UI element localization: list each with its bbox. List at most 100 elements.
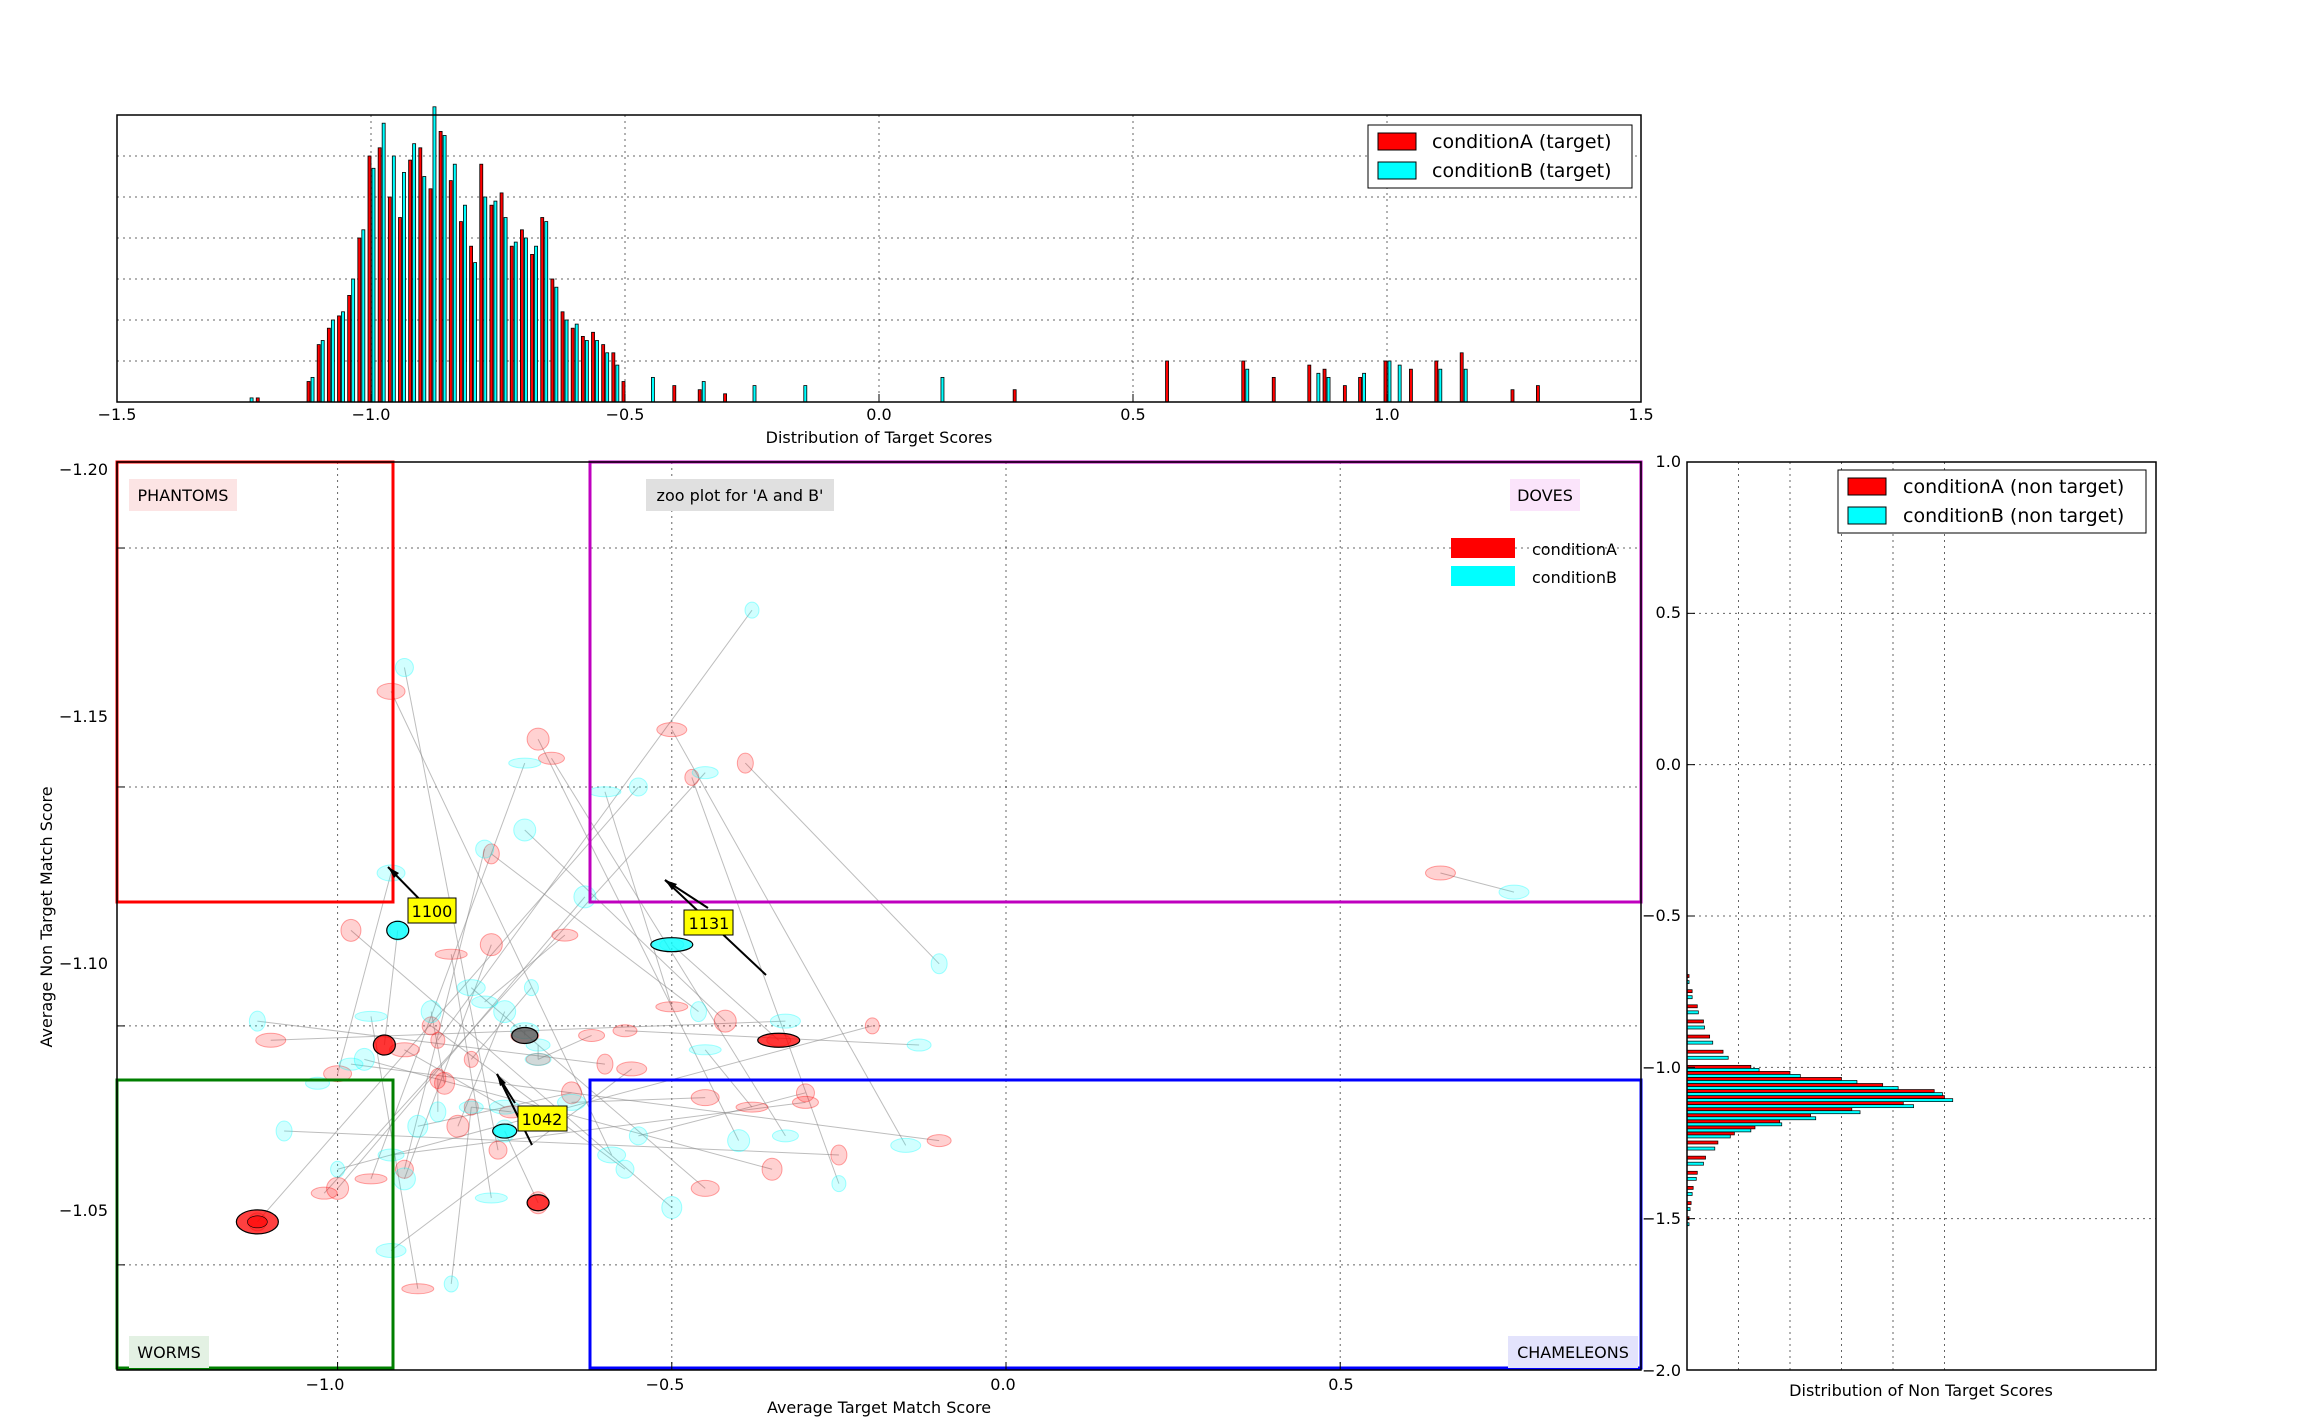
condition-b-point bbox=[407, 1114, 429, 1138]
target-bar-condition-a bbox=[1165, 360, 1169, 403]
speaker-link-line bbox=[257, 1020, 606, 1065]
target-bar-condition-b bbox=[752, 385, 757, 403]
speaker-link-line bbox=[284, 1130, 839, 1156]
chameleons-region bbox=[588, 1078, 1643, 1370]
target-bar-condition-b bbox=[463, 204, 467, 403]
speaker-link-line bbox=[1440, 872, 1515, 893]
zoo-legend-swatch-a bbox=[1451, 538, 1515, 558]
condition-a-point bbox=[323, 1065, 353, 1083]
target-bar-condition-b bbox=[402, 171, 406, 403]
main-y-tick-label: −1.05 bbox=[59, 1201, 108, 1220]
condition-a-point bbox=[690, 1089, 720, 1107]
nontarget-bar-condition-b bbox=[1686, 1098, 1954, 1102]
phantoms-label: PHANTOMS bbox=[129, 479, 237, 511]
condition-a-point bbox=[525, 1052, 551, 1066]
speaker-link-line bbox=[403, 848, 486, 1170]
chameleons-label-bg bbox=[1508, 1336, 1638, 1368]
target-bar-condition-a bbox=[540, 217, 545, 403]
target-bar-condition-b bbox=[651, 376, 655, 403]
target-bar-condition-b bbox=[371, 167, 376, 403]
target-bar-condition-b bbox=[1387, 360, 1392, 403]
condition-b-point bbox=[831, 1175, 847, 1193]
worms-label-text: WORMS bbox=[137, 1343, 201, 1362]
arrow-head-icon bbox=[388, 867, 399, 878]
target-bar-condition-b bbox=[330, 319, 335, 403]
target-bar-condition-a bbox=[1409, 368, 1413, 403]
nontarget-bar-condition-a bbox=[1686, 1095, 1945, 1099]
main-y-tick-label: −1.10 bbox=[59, 954, 108, 973]
target-bar-condition-a bbox=[530, 253, 534, 403]
target-bar-condition-a bbox=[1012, 389, 1017, 403]
nontarget-bar-condition-b bbox=[1686, 1176, 1697, 1181]
nontarget-bar-condition-b bbox=[1686, 1122, 1783, 1127]
condition-b-point bbox=[688, 1044, 722, 1056]
speaker-link-line bbox=[491, 853, 699, 1012]
speaker-link-line bbox=[337, 872, 392, 1074]
target-bar-condition-a bbox=[448, 180, 453, 403]
condition-a-point bbox=[537, 751, 565, 765]
condition-a-point bbox=[551, 928, 579, 942]
arrow-head-icon bbox=[665, 880, 677, 890]
condition-a-point bbox=[488, 1140, 508, 1160]
condition-a-point bbox=[761, 1157, 783, 1181]
nontarget-bar-condition-a bbox=[1686, 1170, 1698, 1175]
condition-a-point bbox=[446, 1114, 470, 1138]
target-bar-condition-b bbox=[615, 364, 620, 403]
speaker-link-line bbox=[437, 609, 753, 1041]
target-bar-condition-b bbox=[595, 340, 599, 403]
main-y-tick-label: −1.20 bbox=[59, 460, 108, 479]
right-xlabel: Distribution of Non Target Scores bbox=[1789, 1381, 2053, 1400]
target-bar-condition-b bbox=[1463, 368, 1468, 403]
main-y-tick-label: −1.15 bbox=[59, 707, 108, 726]
condition-b-point bbox=[691, 766, 719, 780]
main-ylabel: Average Non Target Match Score bbox=[37, 786, 56, 1047]
condition-b-point bbox=[353, 1047, 375, 1071]
condition-b-point bbox=[690, 1001, 708, 1023]
target-bar-condition-b bbox=[1316, 372, 1321, 403]
top-xlabel: Distribution of Target Scores bbox=[766, 428, 993, 447]
condition-b-point bbox=[523, 979, 539, 997]
annotation-line bbox=[496, 1073, 533, 1146]
right-histogram: 1.0 0.5 0.0 −0.5 −1.0 −1.5 −2.0 Distribu… bbox=[1642, 452, 2157, 1400]
right-histogram-grid bbox=[1687, 462, 2156, 1370]
speaker-link-line bbox=[744, 762, 940, 965]
target-bar-condition-b bbox=[473, 262, 478, 403]
annotation-label: 1042 bbox=[522, 1110, 563, 1129]
right-tick-label: 1.0 bbox=[1656, 452, 1681, 471]
highlighted-point-condition-b bbox=[650, 937, 694, 953]
nontarget-bar-condition-b bbox=[1686, 1192, 1693, 1196]
nontarget-bar-condition-a bbox=[1686, 1019, 1704, 1024]
target-bar-condition-a bbox=[591, 331, 595, 403]
top-legend-swatch-b bbox=[1377, 161, 1417, 180]
nontarget-bar-condition-b bbox=[1686, 995, 1693, 1000]
highlighted-point-condition-b bbox=[492, 1123, 518, 1139]
top-legend: conditionA (target) conditionB (target) bbox=[1367, 124, 1633, 189]
target-bar-condition-b bbox=[483, 196, 488, 403]
nontarget-bar-condition-a bbox=[1686, 1140, 1719, 1145]
target-bar-condition-a bbox=[1434, 360, 1439, 403]
target-bar-condition-a bbox=[1510, 389, 1515, 403]
condition-b-point bbox=[615, 1159, 635, 1179]
condition-a-point bbox=[561, 1081, 583, 1105]
condition-a-point bbox=[255, 1032, 287, 1048]
condition-a-point bbox=[310, 1186, 338, 1200]
condition-b-point bbox=[727, 1129, 751, 1153]
worms-label-bg bbox=[129, 1336, 209, 1368]
target-bar-condition-b bbox=[503, 217, 508, 403]
condition-a-point bbox=[578, 1028, 606, 1042]
nontarget-bar-condition-b bbox=[1686, 1092, 1943, 1096]
condition-a-point bbox=[1424, 865, 1456, 881]
condition-a-point bbox=[401, 1283, 435, 1295]
condition-b-point bbox=[392, 1167, 416, 1191]
nontarget-bar-condition-b bbox=[1686, 1025, 1705, 1030]
condition-b-point bbox=[420, 1000, 442, 1024]
top-tick-label: 0.0 bbox=[866, 405, 891, 424]
nontarget-bar-condition-b bbox=[1686, 1086, 1899, 1090]
target-bar-condition-a bbox=[337, 315, 341, 403]
zoo-plot-grid bbox=[117, 462, 1641, 1370]
target-bar-condition-a bbox=[1358, 376, 1362, 403]
zoo-plot-frame bbox=[116, 461, 1642, 1371]
target-bar-condition-a bbox=[398, 217, 402, 403]
annotation-box bbox=[517, 1105, 568, 1132]
target-bar-condition-a bbox=[611, 352, 616, 403]
